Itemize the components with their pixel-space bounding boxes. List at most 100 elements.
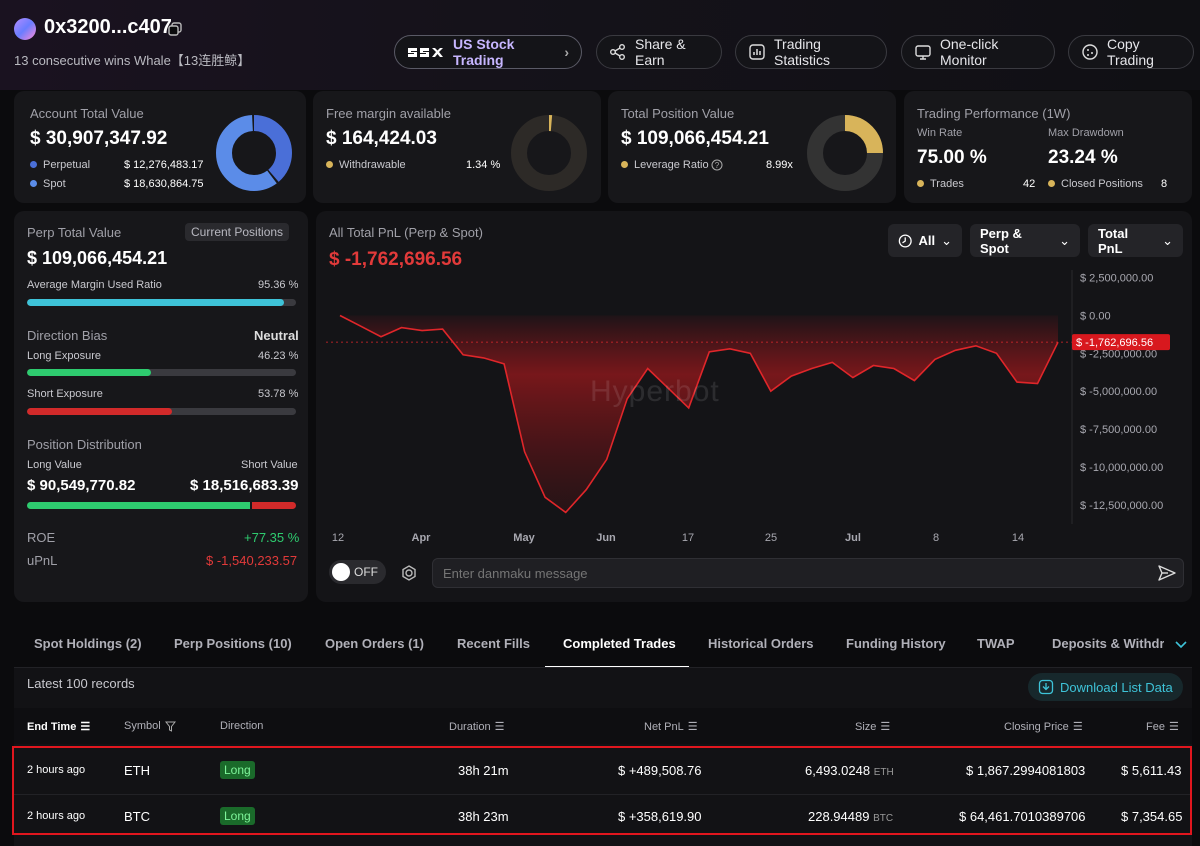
row-direction: Long (220, 807, 255, 825)
header-end-time[interactable]: End Time ☰ (27, 720, 91, 734)
upnl-label: uPnL (27, 553, 58, 568)
distribution-bar (27, 502, 296, 509)
y-tick-label: $ -12,500,000.00 (1080, 500, 1163, 512)
svg-text:?: ? (715, 161, 720, 170)
download-list-button[interactable]: Download List Data (1028, 673, 1183, 701)
pnl-area-chart: $ 2,500,000.00 $ 0.00 $ -2,500,000.00 $ -5,… (326, 270, 1170, 544)
direction-bias-value: Neutral (254, 328, 299, 343)
toggle-state: OFF (354, 565, 378, 579)
settings-icon[interactable] (400, 564, 418, 582)
trading-statistics-button[interactable]: Trading Statistics (735, 35, 887, 69)
help-icon[interactable]: ? (711, 159, 723, 171)
row-direction: Long (220, 761, 255, 779)
bar-chart-icon (749, 44, 765, 60)
tab-funding-history[interactable]: Funding History (846, 636, 946, 651)
tab-spot-holdings-2[interactable]: Spot Holdings (2) (34, 636, 142, 651)
header-direction: Direction (220, 720, 264, 732)
header-symbol[interactable]: Symbol (124, 720, 176, 732)
current-positions-badge[interactable]: Current Positions (185, 223, 290, 241)
us-stock-label: US Stock Trading (453, 36, 515, 68)
free-margin-label: Free margin available (326, 106, 452, 121)
download-label: Download List Data (1060, 679, 1173, 695)
send-icon[interactable] (1157, 564, 1177, 582)
withdrawable-legend: Withdrawable (326, 159, 406, 171)
chevron-down-icon: ⌄ (941, 232, 952, 248)
us-stock-trading-button[interactable]: US Stock Trading › (394, 35, 582, 69)
tab-perp-positions-10[interactable]: Perp Positions (10) (174, 636, 292, 651)
trading-performance-card: Trading Performance (1W) Win Rate 75.00 … (904, 91, 1192, 203)
sort-icon: ☰ (880, 721, 891, 733)
free-margin-value: $ 164,424.03 (326, 128, 437, 149)
tab-open-orders-1[interactable]: Open Orders (1) (325, 636, 424, 651)
header-size[interactable]: Size ☰ (855, 720, 891, 734)
row-duration: 38h 21m (458, 763, 509, 778)
row-symbol[interactable]: BTC (124, 809, 150, 824)
perp-summary-panel: Perp Total Value Current Positions $ 109… (14, 211, 308, 602)
position-value: $ 109,066,454.21 (621, 128, 769, 149)
account-total-label: Account Total Value (30, 106, 144, 121)
sort-icon: ☰ (1072, 721, 1083, 733)
row-fee: $ 7,354.65 (1121, 809, 1183, 824)
tab-historical-orders[interactable]: Historical Orders (708, 636, 814, 651)
row-closing-price: $ 64,461.7010389706 (959, 809, 1086, 824)
closed-positions-legend: Closed Positions (1048, 178, 1143, 190)
row-fee: $ 5,611.43 (1121, 763, 1182, 778)
spot-value: $ 18,630,864.75 (124, 178, 204, 190)
margin-ratio-bar (27, 299, 296, 306)
x-tick-label: Jun (596, 532, 616, 544)
scope-filter-dropdown[interactable]: Perp & Spot ⌄ (970, 224, 1080, 257)
short-exposure-value: 53.78 % (258, 388, 299, 400)
wallet-tagline: 13 consecutive wins Whale【13连胜鲸】 (14, 53, 251, 68)
row-symbol[interactable]: ETH (124, 763, 150, 778)
chevron-down-icon[interactable] (1174, 640, 1188, 650)
tab-completed-trades[interactable]: Completed Trades (563, 636, 676, 651)
header-fee[interactable]: Fee ☰ (1146, 720, 1179, 734)
header-duration[interactable]: Duration ☰ (449, 720, 505, 734)
trading-statistics-label: Trading Statistics (774, 36, 831, 68)
sort-icon: ☰ (1168, 721, 1179, 733)
perp-total-label: Perp Total Value (27, 225, 122, 240)
header-closing-price[interactable]: Closing Price ☰ (1004, 720, 1083, 734)
row-net-pnl: $ +489,508.76 (618, 763, 702, 778)
toggle-knob (332, 563, 350, 581)
time-filter-dropdown[interactable]: All ⌄ (888, 224, 962, 257)
share-earn-button[interactable]: Share & Earn (596, 35, 722, 69)
spot-legend: Spot (30, 178, 66, 190)
chevron-down-icon: ⌄ (1162, 232, 1173, 248)
filter-icon (164, 721, 176, 732)
short-exposure-label: Short Exposure (27, 388, 103, 400)
share-icon (610, 44, 625, 60)
x-tick-label: 8 (933, 532, 939, 544)
copy-icon[interactable] (168, 22, 182, 36)
one-click-monitor-button[interactable]: One-click Monitor (901, 35, 1055, 69)
pnl-line (339, 314, 1059, 514)
row-divider (14, 794, 1190, 795)
tab-twap[interactable]: TWAP (977, 636, 1015, 651)
header-net-pnl[interactable]: Net PnL ☰ (644, 720, 698, 734)
long-exposure-bar (27, 369, 296, 376)
metric-filter-dropdown[interactable]: Total PnL ⌄ (1088, 224, 1183, 257)
wallet-address: 0x3200...c407 (44, 16, 172, 38)
tab-deposits-withdra[interactable]: Deposits & Withdra (1052, 636, 1164, 651)
danmaku-text-field[interactable] (433, 559, 1133, 587)
y-tick-label: $ -5,000,000.00 (1080, 386, 1157, 398)
danmaku-input[interactable] (432, 558, 1184, 588)
danmaku-toggle[interactable]: OFF (329, 560, 386, 584)
position-donut (807, 115, 883, 191)
margin-donut (511, 115, 587, 191)
position-value-card: Total Position Value $ 109,066,454.21 Le… (608, 91, 896, 203)
highlight-box (12, 746, 1192, 835)
closed-positions-value: 8 (1161, 178, 1168, 190)
row-end-time: 2 hours ago (27, 810, 86, 822)
x-tick-label: 14 (1012, 532, 1024, 544)
perp-total-value: $ 109,066,454.21 (27, 248, 168, 268)
tab-recent-fills[interactable]: Recent Fills (457, 636, 530, 651)
long-amount: $ 90,549,770.82 (27, 477, 136, 494)
position-distribution-label: Position Distribution (27, 437, 142, 452)
roe-label: ROE (27, 530, 56, 545)
row-size: 6,493.0248 ETH (805, 763, 894, 778)
chart-watermark: Hyperbot (590, 375, 720, 408)
trades-legend: Trades (917, 178, 964, 190)
copy-trading-button[interactable]: Copy Trading (1068, 35, 1194, 69)
y-tick-label: $ -7,500,000.00 (1080, 424, 1157, 436)
